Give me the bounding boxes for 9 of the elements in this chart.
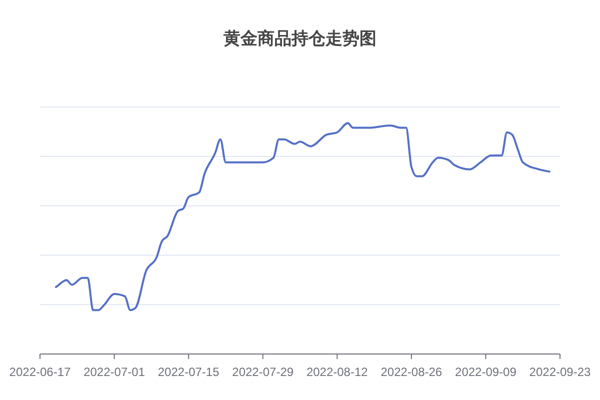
title: 黄金商品持仓走势图 [224,29,376,48]
x-tick-label: 2022-08-26 [380,365,442,379]
x-tick-label: 2022-09-23 [529,365,591,379]
x-tick-label: 2022-08-12 [306,365,368,379]
x-tick-label: 2022-07-29 [232,365,294,379]
x-tick-label: 2022-07-15 [158,365,220,379]
x-tick-label: 2022-07-01 [84,365,145,379]
x-tick-label: 2022-09-09 [455,365,516,379]
x-tick-label: 2022-06-17 [9,365,71,379]
